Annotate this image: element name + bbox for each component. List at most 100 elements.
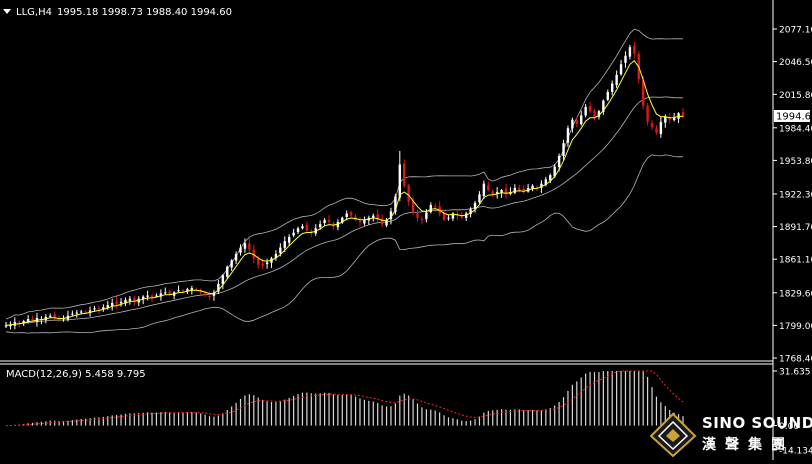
candle-body xyxy=(341,217,344,223)
candle-body xyxy=(593,110,596,118)
candle-body xyxy=(562,143,565,157)
price-tick-label: 1984.40 xyxy=(779,124,812,134)
candle-body xyxy=(248,243,251,250)
candle-body xyxy=(473,202,477,209)
candle-body xyxy=(186,289,189,292)
candle-body xyxy=(575,120,579,124)
candle-body xyxy=(93,308,96,310)
candle-body xyxy=(203,293,207,295)
candle-body xyxy=(252,249,255,259)
candle-body xyxy=(650,123,654,128)
candle-body xyxy=(53,314,56,318)
price-tick-label: 2046.50 xyxy=(779,58,812,68)
ohlc-label: 1995.18 1998.73 1988.40 1994.60 xyxy=(57,7,232,18)
candle-body xyxy=(217,283,220,292)
candle-body xyxy=(681,112,685,117)
candle-body xyxy=(318,224,322,228)
symbol-label: LLG,H4 xyxy=(16,7,52,18)
candle-body xyxy=(540,183,543,188)
menu-triangle-icon[interactable] xyxy=(3,9,11,14)
candle-body xyxy=(549,175,552,181)
logo-english-text: SINO SOUND xyxy=(702,414,812,432)
candle-body xyxy=(159,293,163,297)
candle-body xyxy=(646,105,649,122)
candle-body xyxy=(4,325,8,327)
candle-body xyxy=(571,119,574,129)
candle-body xyxy=(287,236,291,243)
last-price-tag-text: 1994.60 xyxy=(776,112,812,123)
bollinger-upper-line xyxy=(5,28,683,320)
candle-body xyxy=(301,226,304,229)
candle-body xyxy=(124,299,127,304)
last-price-tag-box xyxy=(774,110,810,122)
candle-body xyxy=(349,212,353,216)
candle-body xyxy=(310,230,313,233)
macd-tick-label: -14.134 xyxy=(779,447,812,457)
candle-body xyxy=(49,315,52,317)
candle-body xyxy=(358,221,362,223)
candle-body xyxy=(429,204,432,213)
candle-body xyxy=(102,307,105,310)
candle-body xyxy=(389,211,393,220)
candle-body xyxy=(283,241,286,248)
price-tick-label: 1891.70 xyxy=(779,223,812,233)
logo-emblem-icon xyxy=(649,412,697,458)
candle-body xyxy=(141,296,145,299)
candle-body xyxy=(212,292,216,296)
candle-body xyxy=(292,232,295,236)
candle-body xyxy=(522,188,525,193)
candle-body xyxy=(513,187,517,193)
candle-body xyxy=(380,218,384,225)
macd-tick-label: 31.635 xyxy=(779,368,811,378)
candle-body xyxy=(115,301,118,305)
macd-label: MACD(12,26,9) 5.458 9.795 xyxy=(6,369,146,380)
candle-body xyxy=(659,121,663,135)
candle-body xyxy=(491,191,494,195)
candle-body xyxy=(230,260,233,268)
candle-body xyxy=(531,185,534,189)
candle-body xyxy=(363,219,366,224)
candle-body xyxy=(226,266,229,277)
price-tick-label: 2015.80 xyxy=(779,91,812,101)
candle-body xyxy=(257,258,260,265)
candle-body xyxy=(394,196,397,213)
candle-body xyxy=(398,164,402,198)
candle-body xyxy=(624,55,627,63)
moving-average-line xyxy=(5,59,684,326)
candle-body xyxy=(434,206,437,208)
candle-body xyxy=(628,47,632,57)
candle-body xyxy=(478,194,481,203)
candle-body xyxy=(553,166,556,177)
candle-body xyxy=(150,295,154,298)
main-plot xyxy=(4,28,685,334)
last-price-tag: 1994.60 xyxy=(774,110,812,123)
candle-body xyxy=(557,155,561,167)
candle-body xyxy=(500,190,503,194)
candle-body xyxy=(26,318,30,322)
candle-body xyxy=(31,318,34,321)
candle-body xyxy=(580,115,583,125)
candle-body xyxy=(376,214,379,220)
candle-body xyxy=(110,303,114,306)
candle-body xyxy=(22,321,25,323)
candle-body xyxy=(464,213,468,218)
candle-body xyxy=(460,215,463,218)
candle-body xyxy=(221,275,225,285)
candle-body xyxy=(146,295,149,297)
candle-body xyxy=(416,212,419,218)
candle-body xyxy=(164,292,167,294)
candle-body xyxy=(327,220,331,223)
candle-body xyxy=(75,312,78,314)
price-tick-label: 1953.80 xyxy=(779,157,812,167)
candle-body xyxy=(403,163,406,186)
candle-body xyxy=(133,297,136,301)
macd-plot xyxy=(6,370,684,427)
candle-body xyxy=(106,305,109,309)
candle-body xyxy=(71,313,74,315)
sino-sound-logo: SINO SOUND 漢聲集團 xyxy=(648,412,812,458)
bollinger-middle-line xyxy=(5,96,683,326)
candle-body xyxy=(177,290,180,292)
candle-body xyxy=(385,219,388,226)
